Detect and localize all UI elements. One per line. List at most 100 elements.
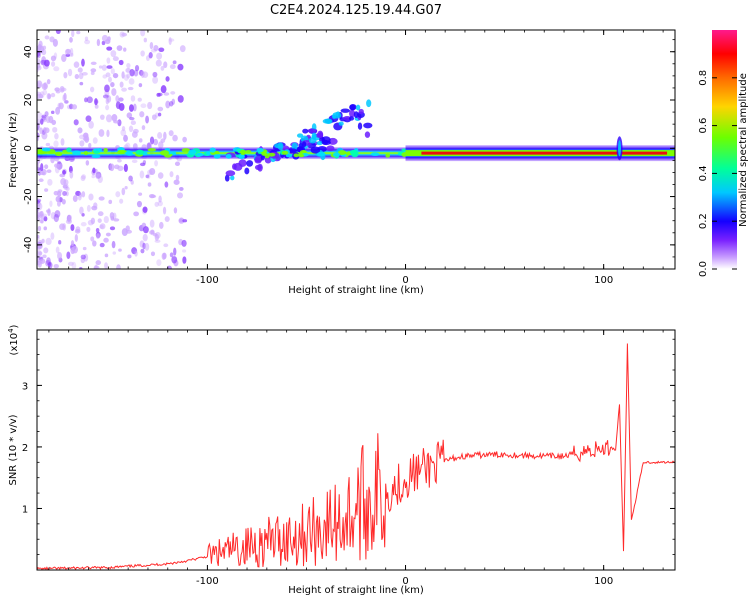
spectrogram-noise-speck [103, 215, 109, 224]
spectrogram-noise-speck [133, 69, 139, 77]
spectrogram-noise-speck [43, 216, 48, 222]
spectrogram-noise-speck [103, 237, 109, 243]
spectrogram-branch-blob [257, 163, 263, 172]
spectrogram-noise-speck [147, 182, 152, 187]
spectrogram-noise-speck [140, 70, 145, 78]
spectrogram-noise-speck [126, 62, 131, 69]
spectrogram-noise-speck [140, 30, 146, 37]
spectrogram-ridge-blob [37, 148, 44, 154]
spectrogram-noise-speck [145, 115, 150, 124]
spectrogram-noise-speck [54, 163, 60, 168]
spectrogram-noise-speck [98, 129, 105, 137]
spectrogram-noise-speck [177, 95, 184, 103]
spectrogram-noise-speck [165, 76, 170, 82]
spectrogram-noise-speck [55, 196, 60, 203]
spectrogram-noise-speck [77, 67, 83, 73]
spectrogram-noise-speck [169, 64, 176, 70]
spectrogram-noise-speck [41, 49, 47, 56]
spectrogram-branch-blob [260, 154, 265, 161]
spectrogram-noise-speck [169, 171, 174, 178]
colorbar-tick-label: 0.0 [698, 261, 709, 277]
spectrogram-noise-speck [43, 127, 47, 133]
spectrogram-noise-speck [42, 45, 47, 50]
spectrogram-noise-speck [125, 67, 131, 73]
spectrogram-x-tick-label: 0 [402, 275, 408, 286]
spectrogram-noise-speck [113, 218, 120, 222]
spectrogram-noise-speck [127, 254, 132, 259]
spectrogram-noise-speck [67, 261, 74, 266]
spectrogram-noise-speck [43, 247, 49, 254]
spectrogram-noise-speck [95, 227, 100, 233]
spectrogram-noise-speck [62, 94, 66, 102]
spectrogram-noise-speck [38, 40, 43, 48]
spectrogram-noise-speck [116, 264, 121, 269]
spectrogram-noise-speck [80, 221, 87, 227]
spectrogram-noise-speck [37, 236, 40, 241]
spectrogram-noise-speck [94, 98, 98, 106]
spectrogram-noise-speck [115, 191, 121, 198]
spectrogram-noise-speck [134, 65, 140, 72]
spectrogram-branch-blob [332, 114, 337, 119]
spectrogram-noise-speck [94, 104, 99, 109]
spectrogram-noise-speck [37, 234, 40, 239]
spectrogram-y-ticks: -40 -20 0 20 40 [23, 39, 675, 270]
spectrogram-noise-speck [157, 132, 163, 139]
spectrogram-noise-speck [130, 95, 136, 102]
spectrogram-noise-speck [160, 85, 167, 94]
snr-series-line [37, 343, 675, 570]
spectrogram-noise-speck [172, 134, 178, 142]
spectrogram-branch-blob [233, 162, 243, 171]
spectrogram-noise-speck [146, 174, 151, 180]
spectrogram-noise-speck [105, 72, 111, 78]
spectrogram-noise-speck [46, 169, 52, 173]
spectrogram-noise-speck [43, 82, 49, 89]
spectrogram-noise-speck [161, 252, 166, 260]
spectrogram-branch-blob [364, 131, 371, 138]
spectrogram-ridge-blob [370, 152, 380, 156]
spectrogram-ridge-blob [298, 153, 305, 158]
spectrogram-noise-speck [60, 87, 67, 92]
spectrogram-disturbance-core [618, 140, 622, 157]
spectrogram-noise-speck [177, 63, 184, 71]
spectrogram-noise-speck [97, 211, 104, 217]
spectrogram-noise-speck [157, 112, 162, 117]
spectrogram-noise-speck [111, 114, 118, 122]
spectrogram-ridge-blob [54, 151, 63, 157]
spectrogram-noise-speck [115, 101, 121, 110]
spectrogram-noise-speck [40, 163, 44, 172]
spectrogram-noise-speck [173, 179, 180, 185]
spectrogram-noise-speck [62, 184, 68, 189]
spectrogram-noise-speck [45, 115, 51, 124]
spectrogram-noise-speck [47, 178, 53, 186]
spectrogram-noise-speck [105, 104, 110, 111]
spectrogram-ridge-blob [206, 151, 211, 156]
spectrogram-noise-speck [40, 118, 44, 125]
spectrogram-noise-speck [62, 223, 67, 231]
spectrogram-noise-speck [152, 71, 158, 78]
spectrogram-noise-speck [83, 132, 89, 138]
spectrogram-noise-speck [152, 114, 157, 121]
spectrogram-noise-speck [91, 174, 96, 179]
spectrogram-ridge-blob [245, 149, 252, 153]
spectrogram-noise-speck [49, 200, 53, 207]
spectrogram-noise-speck [179, 45, 186, 53]
spectrogram-noise-speck [45, 142, 51, 147]
spectrogram-noise-speck [39, 127, 44, 135]
snr-panel: -100 0 100 1 2 3 Height of straight line (km… [7, 324, 676, 596]
spectrogram-noise-speck [65, 219, 72, 225]
spectrogram-noise-speck [53, 140, 59, 148]
spectrogram-noise-speck [81, 58, 85, 67]
spectrogram-noise-speck [133, 211, 140, 217]
spectrogram-noise-speck [79, 140, 85, 147]
spectrogram-noise-speck [55, 90, 61, 94]
spectrogram-ridge-blob [385, 153, 391, 158]
spectrogram-noise-speck [113, 120, 119, 124]
spectrogram-branch-blob [246, 160, 254, 167]
spectrogram-noise-speck [123, 47, 127, 52]
spectrogram-branch-blob [358, 108, 364, 115]
spectrogram-noise-speck [99, 242, 105, 248]
spectrogram-noise-speck [54, 133, 59, 140]
spectrogram-noise-speck [106, 65, 113, 69]
spectrogram-noise-speck [41, 131, 48, 140]
